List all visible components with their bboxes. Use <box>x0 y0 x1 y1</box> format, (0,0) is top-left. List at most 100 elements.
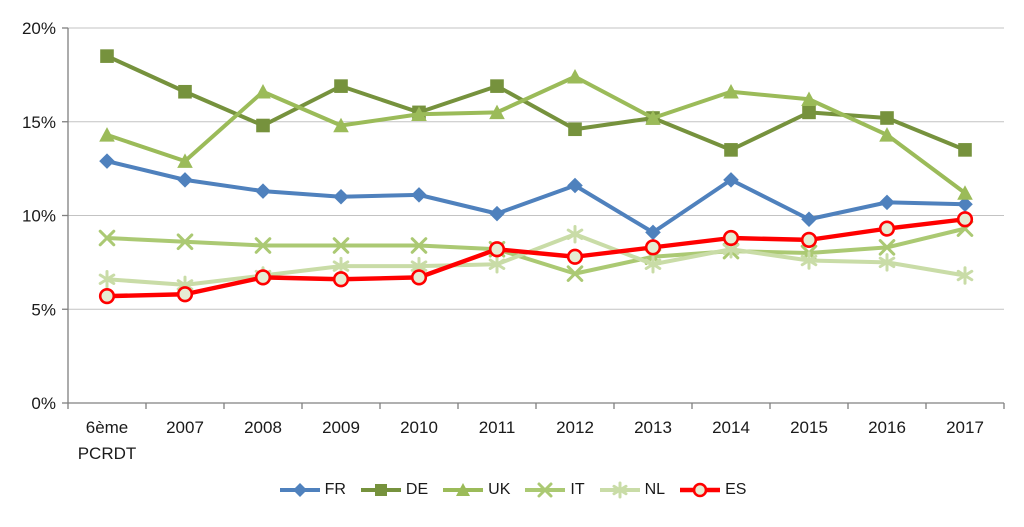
diamond-marker-icon <box>255 183 271 199</box>
legend-de-swatch-icon <box>360 484 401 496</box>
x-marker-icon <box>332 237 350 254</box>
x-marker-icon <box>566 265 584 282</box>
legend-label-uk: UK <box>488 481 511 498</box>
legend-uk-swatch-icon <box>443 483 484 496</box>
square-marker-icon <box>958 143 972 157</box>
triangle-marker-icon <box>411 106 427 122</box>
series-line-NL <box>105 232 967 287</box>
series-DE <box>100 49 972 157</box>
x-axis-label: 2013 <box>634 418 672 437</box>
triangle-marker-icon <box>99 127 115 142</box>
triangle-marker-icon <box>255 83 271 99</box>
circle-marker-icon <box>800 231 818 248</box>
x-marker-icon <box>537 482 553 498</box>
x-marker-icon <box>176 233 194 251</box>
square-marker-icon <box>490 79 504 93</box>
legend-item-nl: NL <box>598 480 665 500</box>
legend-label-it: IT <box>570 481 585 498</box>
y-axis-label: 20% <box>22 19 56 38</box>
triangle-marker-icon <box>723 83 739 99</box>
square-marker-icon <box>802 105 816 120</box>
y-axis-label: 10% <box>22 207 56 226</box>
legend-label-fr: FR <box>324 481 346 498</box>
series-markers-ES <box>98 211 974 305</box>
diamond-marker-icon <box>567 177 583 194</box>
x-marker-icon <box>98 229 116 247</box>
legend-es-swatch-icon <box>680 482 721 498</box>
square-marker-icon <box>568 122 582 137</box>
diamond-marker-icon <box>489 205 505 222</box>
circle-marker-icon <box>878 220 896 237</box>
diamond-marker-icon <box>723 172 739 188</box>
series-FR <box>99 153 973 241</box>
x-marker-icon <box>410 237 428 254</box>
square-marker-icon <box>724 143 738 157</box>
legend-item-fr: FR <box>278 480 346 500</box>
legend-label-de: DE <box>405 481 429 498</box>
diamond-marker-icon <box>292 483 307 497</box>
asterisk-marker-icon <box>488 254 506 274</box>
circle-marker-icon <box>176 286 194 303</box>
x-axis-label: 2010 <box>400 418 438 437</box>
circle-marker-icon <box>566 248 584 265</box>
x-axis-label: 2007 <box>166 418 204 437</box>
x-marker-icon <box>254 237 272 254</box>
legend-item-es: ES <box>678 480 746 500</box>
x-axis-label: 2015 <box>790 418 828 437</box>
chart-plot-area: 0% 5% 10% 15% 20% 6ème PCRDT 2007 2008 2009 2010 20… <box>22 19 1005 463</box>
asterisk-marker-icon <box>566 224 584 244</box>
asterisk-marker-icon <box>956 266 974 285</box>
triangle-marker-icon <box>957 185 973 200</box>
triangle-marker-icon <box>333 117 349 133</box>
chart-legend: FR DE UK IT NL ES <box>0 477 1024 503</box>
x-axis-label: 6ème PCRDT <box>78 418 137 463</box>
circle-marker-icon <box>410 269 428 286</box>
circle-marker-icon <box>254 269 272 286</box>
series-line-DE <box>105 54 967 152</box>
circle-marker-icon <box>722 229 740 247</box>
series-line-FR <box>105 159 967 235</box>
circle-marker-icon <box>98 288 116 305</box>
legend-item-it: IT <box>523 480 585 500</box>
circle-marker-icon <box>332 271 350 288</box>
square-marker-icon <box>100 49 114 63</box>
x-axis-label: 2017 <box>946 418 984 437</box>
series-markers-DE <box>100 49 972 157</box>
x-axis-label: 2009 <box>322 418 360 437</box>
diamond-marker-icon <box>801 211 817 228</box>
asterisk-marker-icon <box>878 253 896 272</box>
x-marker-icon <box>878 239 896 256</box>
x-axis-label: 2011 <box>479 418 516 437</box>
diamond-marker-icon <box>957 196 973 213</box>
square-marker-icon <box>880 111 894 125</box>
series-UK <box>99 68 973 200</box>
x-axis-label: 2008 <box>244 418 282 437</box>
diamond-marker-icon <box>645 224 661 241</box>
triangle-marker-icon <box>645 110 661 125</box>
legend-it-swatch-icon <box>525 482 566 498</box>
square-marker-icon <box>256 118 270 133</box>
y-axis-label: 0% <box>31 394 56 413</box>
series-line-UK <box>105 74 967 195</box>
diamond-marker-icon <box>411 187 427 203</box>
square-marker-icon <box>334 79 348 93</box>
circle-marker-icon <box>488 241 506 258</box>
series-markers-FR <box>99 153 973 241</box>
x-axis-label: 2016 <box>868 418 906 437</box>
circle-marker-icon <box>956 211 974 228</box>
triangle-marker-icon <box>801 91 817 107</box>
asterisk-marker-icon <box>98 269 116 289</box>
triangle-marker-icon <box>177 153 193 168</box>
legend-label-es: ES <box>725 481 747 498</box>
series-line-ES <box>104 217 968 299</box>
triangle-marker-icon <box>567 68 583 84</box>
series-line-IT <box>105 226 967 276</box>
square-marker-icon <box>374 484 387 496</box>
y-axis-label: 15% <box>22 113 56 132</box>
asterisk-marker-icon <box>800 251 818 270</box>
asterisk-marker-icon <box>612 481 628 499</box>
legend-label-nl: NL <box>644 481 666 498</box>
triangle-marker-icon <box>456 483 471 496</box>
diamond-marker-icon <box>177 172 193 188</box>
